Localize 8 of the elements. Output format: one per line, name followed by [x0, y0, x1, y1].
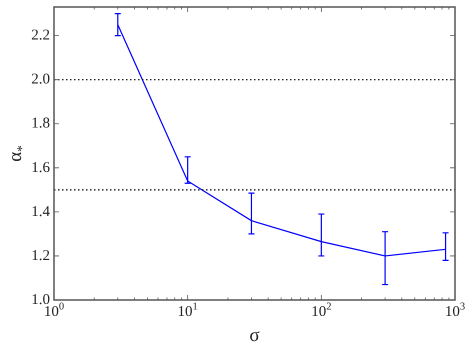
y-tick-label: 1.6: [31, 160, 50, 176]
y-tick-label: 1.2: [31, 248, 50, 264]
y-tick-label: 2.2: [31, 28, 50, 44]
y-tick-label: 1.8: [31, 116, 50, 132]
y-axis-title: α*: [4, 144, 30, 162]
y-tick-label: 1.4: [31, 204, 50, 220]
y-tick-label: 2.0: [31, 72, 50, 88]
x-axis-title: σ: [249, 324, 260, 346]
